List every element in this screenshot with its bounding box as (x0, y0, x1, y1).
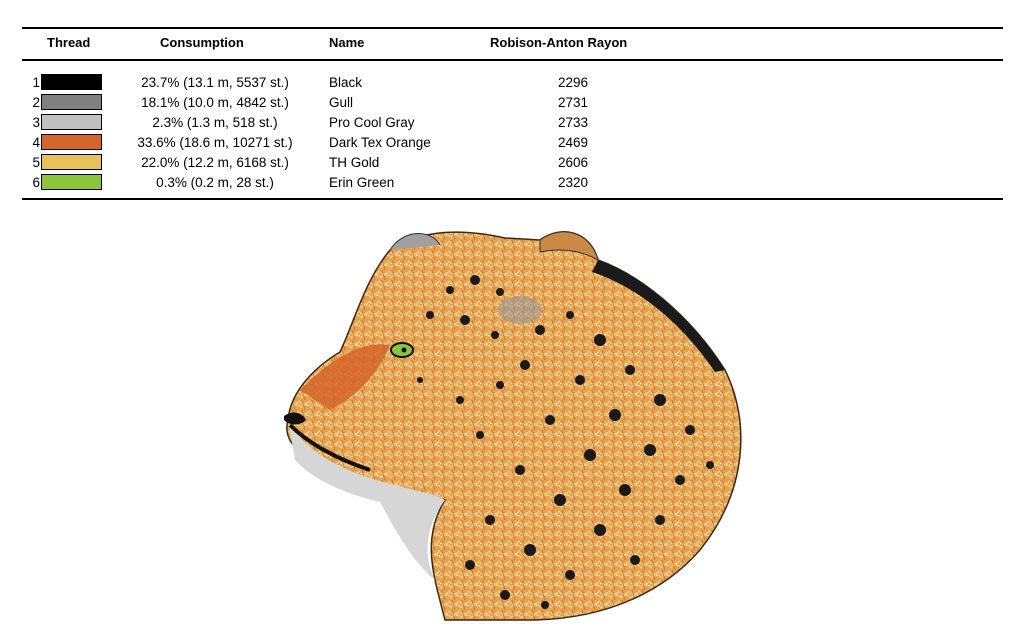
thread-row: 6 0.3% (0.2 m, 28 st.) Erin Green 2320 (0, 173, 1024, 193)
thread-name: Dark Tex Orange (329, 135, 431, 150)
thread-number: 6 (32, 175, 40, 190)
thread-color-swatch (41, 94, 102, 110)
thread-consumption: 33.6% (18.6 m, 10271 st.) (137, 135, 293, 150)
thread-name: Gull (329, 95, 354, 110)
thread-number: 3 (32, 115, 40, 130)
thread-consumption: 22.0% (12.2 m, 6168 st.) (141, 155, 289, 170)
thread-row: 3 2.3% (1.3 m, 518 st.) Pro Cool Gray 27… (0, 113, 1024, 133)
top-rule (22, 27, 1003, 29)
thread-code: 2320 (557, 175, 588, 190)
thread-code: 2731 (557, 95, 588, 110)
thread-consumption: 18.1% (10.0 m, 4842 st.) (141, 95, 289, 110)
thread-consumption: 0.3% (0.2 m, 28 st.) (156, 175, 274, 190)
thread-number: 5 (32, 155, 40, 170)
bottom-rule (22, 198, 1003, 200)
thread-number: 2 (32, 95, 40, 110)
thread-code: 2606 (557, 155, 588, 170)
thread-number: 1 (32, 75, 40, 90)
header-rule (22, 59, 1003, 61)
thread-name: Pro Cool Gray (329, 115, 415, 130)
thread-color-swatch (41, 114, 102, 130)
header-thread: Thread (47, 35, 91, 50)
thread-row: 5 22.0% (12.2 m, 6168 st.) TH Gold 2606 (0, 153, 1024, 173)
thread-code: 2469 (557, 135, 588, 150)
thread-row: 1 23.7% (13.1 m, 5537 st.) Black 2296 (0, 73, 1024, 93)
thread-code: 2733 (557, 115, 588, 130)
thread-consumption: 23.7% (13.1 m, 5537 st.) (141, 75, 289, 90)
thread-name: TH Gold (329, 155, 380, 170)
thread-consumption: 2.3% (1.3 m, 518 st.) (152, 115, 278, 130)
thread-row: 2 18.1% (10.0 m, 4842 st.) Gull 2731 (0, 93, 1024, 113)
thread-color-swatch (41, 174, 102, 190)
thread-color-swatch (41, 74, 102, 90)
thread-code: 2296 (557, 75, 588, 90)
thread-name: Erin Green (329, 175, 395, 190)
thread-color-swatch (41, 134, 102, 150)
thread-name: Black (329, 75, 363, 90)
header-name: Name (329, 35, 365, 50)
header-consumption: Consumption (160, 35, 244, 50)
thread-color-swatch (41, 154, 102, 170)
header-brand: Robison-Anton Rayon (490, 35, 628, 50)
thread-row: 4 33.6% (18.6 m, 10271 st.) Dark Tex Ora… (0, 133, 1024, 153)
thread-number: 4 (32, 135, 40, 150)
leopard-head-embroidery-icon (284, 231, 742, 621)
